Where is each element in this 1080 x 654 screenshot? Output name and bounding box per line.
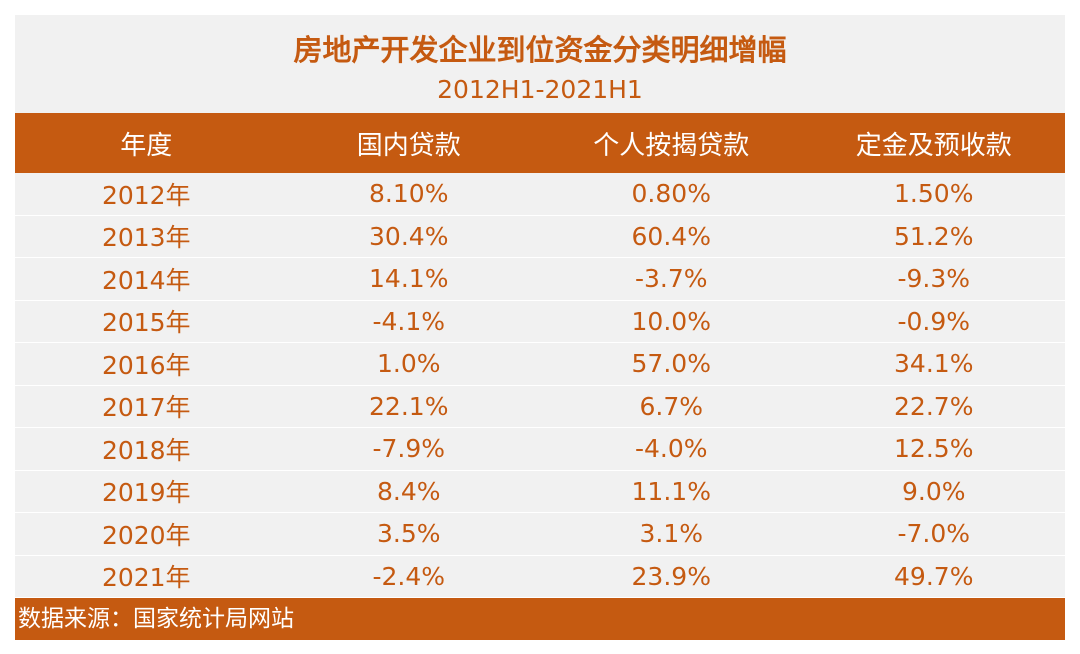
table-cell: 1.0% [376,349,441,379]
table-cell: 1.50% [894,179,974,209]
table-cell: 57.0% [631,349,711,379]
table-title: 房地产开发企业到位资金分类明细增幅 [293,33,787,67]
source-note: 数据来源：国家统计局网站 [15,598,1065,640]
table-row: 2017年 22.1% 6.7% 22.7% [15,386,1065,428]
table-cell: 11.1% [631,476,711,506]
table-cell: 2014年 [101,265,191,295]
table-cell: 3.1% [639,519,703,549]
table-cell: 14.1% [369,264,449,294]
column-header: 个人按揭贷款 [593,130,750,161]
table-cell: 34.1% [894,349,974,379]
table-cell: -4.0% [634,434,708,464]
table-cell: 2016年 [101,350,191,380]
table-subtitle: 2012H1-2021H1 [437,75,643,104]
table-panel: 房地产开发企业到位资金分类明细增幅 2012H1-2021H1 年度 国内贷款 … [15,15,1065,640]
table-cell: 23.9% [631,561,711,591]
column-header: 国内贷款 [356,130,461,161]
table-row: 2020年 3.5% 3.1% -7.0% [15,513,1065,556]
table-row: 2014年 14.1% -3.7% -9.3% [15,258,1065,301]
header-row: 年度 国内贷款 个人按揭贷款 定金及预收款 [15,113,1065,173]
table-row: 2012年 8.10% 0.80% 1.50% [15,173,1065,216]
table-cell: 2019年 [101,478,191,508]
table-row: 2015年 -4.1% 10.0% -0.9% [15,301,1065,343]
table-cell: 6.7% [639,391,703,421]
column-header: 年度 [120,130,173,161]
table-cell: 8.4% [376,476,441,506]
table-row: 2019年 8.4% 11.1% 9.0% [15,471,1065,513]
table-cell: -0.9% [897,306,971,336]
table-cell: 22.7% [894,391,974,421]
table-cell: 0.80% [631,179,711,209]
table-cell: 2013年 [101,223,191,253]
data-table: 年度 国内贷款 个人按揭贷款 定金及预收款 2012年 8.10% 0.80% 1.5… [15,113,1065,598]
table-cell: 9.0% [901,476,966,506]
table-cell: 10.0% [631,306,711,336]
table-cell: 8.10% [369,179,449,209]
table-cell: -7.9% [372,434,446,464]
table-cell: 2020年 [101,520,191,550]
table-row: 2016年 1.0% 57.0% 34.1% [15,343,1065,386]
table-cell: -3.7% [634,264,708,294]
table-cell: 3.5% [376,519,441,549]
table-cell: 2017年 [101,393,191,423]
column-header: 定金及预收款 [855,130,1012,161]
table-cell: 2018年 [101,435,191,465]
table-cell: 51.2% [894,221,974,251]
table-cell: -2.4% [372,561,446,591]
table-cell: 60.4% [631,221,711,251]
table-row: 2021年 -2.4% 23.9% 49.7% [15,556,1065,598]
table-cell: 2012年 [101,180,191,210]
table-cell: -9.3% [897,264,971,294]
table-row: 2013年 30.4% 60.4% 51.2% [15,216,1065,258]
table-cell: 22.1% [369,391,449,421]
table-cell: 12.5% [894,434,974,464]
table-cell: 49.7% [894,561,974,591]
table-cell: -4.1% [372,306,446,336]
table-cell: 2021年 [101,563,191,593]
table-cell: -7.0% [897,519,971,549]
table-cell: 2015年 [101,308,191,338]
table-row: 2018年 -7.9% -4.0% 12.5% [15,428,1065,471]
table-cell: 30.4% [369,221,449,251]
